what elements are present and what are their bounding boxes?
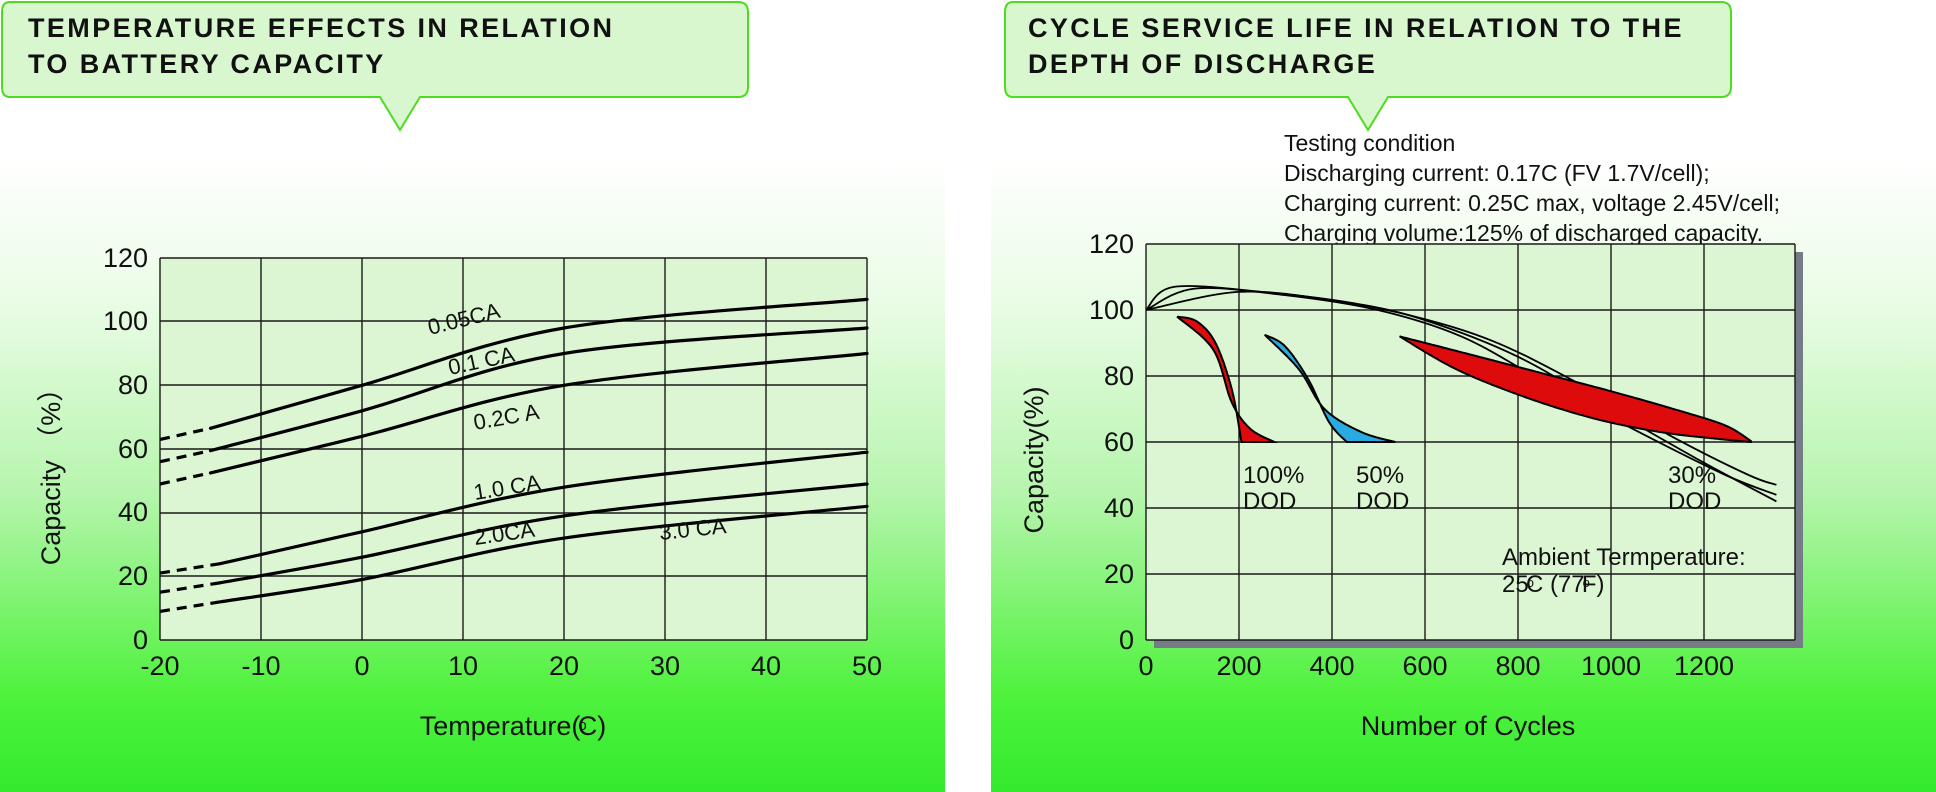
svg-text:20: 20 [118,561,148,591]
svg-text:30: 30 [650,651,680,681]
svg-text:0: 0 [1119,625,1134,655]
svg-text:Ambient Termperature:: Ambient Termperature: [1502,544,1746,571]
svg-text:0: 0 [354,651,369,681]
svg-text:80: 80 [1104,361,1134,391]
svg-text:DOD: DOD [1668,488,1721,515]
svg-text:50: 50 [852,651,882,681]
svg-text:DOD: DOD [1243,488,1296,515]
svg-text:80: 80 [118,370,148,400]
svg-text:20: 20 [1104,559,1134,589]
svg-text:Number of Cycles: Number of Cycles [1361,711,1576,741]
svg-text:200: 200 [1216,651,1261,681]
svg-text:100%: 100% [1243,462,1304,489]
svg-text:120: 120 [1089,229,1134,259]
svg-text:10: 10 [448,651,478,681]
svg-text:Temperature(oC): Temperature(oC) [420,711,606,741]
svg-text:400: 400 [1309,651,1354,681]
svg-text:40: 40 [751,651,781,681]
svg-text:DOD: DOD [1356,488,1409,515]
svg-text:60: 60 [1104,427,1134,457]
svg-text:100: 100 [103,306,148,336]
svg-text:40: 40 [118,497,148,527]
svg-text:40: 40 [1104,493,1134,523]
svg-text:60: 60 [118,434,148,464]
svg-text:100: 100 [1089,295,1134,325]
svg-text:50%: 50% [1356,462,1404,489]
svg-text:Capacity （%）: Capacity （%） [36,375,66,566]
svg-text:120: 120 [103,243,148,273]
svg-text:0: 0 [1138,651,1153,681]
svg-text:1200: 1200 [1674,651,1734,681]
svg-text:800: 800 [1495,651,1540,681]
svg-text:1000: 1000 [1581,651,1641,681]
svg-text:-20: -20 [140,651,179,681]
svg-text:20: 20 [549,651,579,681]
svg-text:25oC (77oF): 25oC (77oF) [1502,571,1605,598]
svg-text:Capacity(%): Capacity(%) [1019,386,1049,533]
svg-text:-10: -10 [241,651,280,681]
svg-text:600: 600 [1402,651,1447,681]
